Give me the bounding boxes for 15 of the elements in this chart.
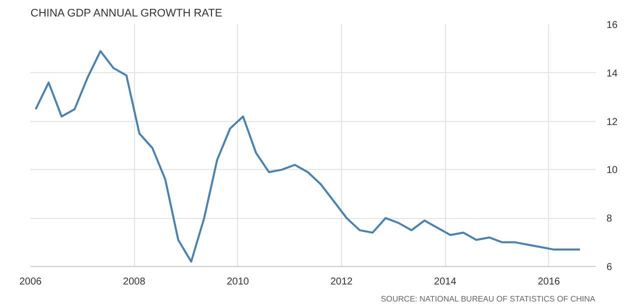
x-tick-label: 2008 xyxy=(123,276,146,288)
source-note: SOURCE: NATIONAL BUREAU OF STATISTICS OF CHINA xyxy=(380,294,596,304)
x-tick-label: 2014 xyxy=(434,276,457,288)
chart-title: CHINA GDP ANNUAL GROWTH RATE xyxy=(30,8,222,20)
y-tick-label: 14 xyxy=(606,68,618,80)
line-series xyxy=(34,50,581,263)
y-tick-label: 6 xyxy=(606,262,612,273)
y-tick-label: 16 xyxy=(606,20,618,31)
x-tick-label: 2016 xyxy=(538,276,560,288)
y-tick-label: 8 xyxy=(606,214,612,225)
x-tick-label: 2012 xyxy=(330,276,354,288)
x-tick-label: 2010 xyxy=(226,276,250,288)
x-tick-label: 2006 xyxy=(19,276,42,288)
y-tick-label: 10 xyxy=(606,165,618,176)
y-tick-label: 12 xyxy=(606,116,618,128)
